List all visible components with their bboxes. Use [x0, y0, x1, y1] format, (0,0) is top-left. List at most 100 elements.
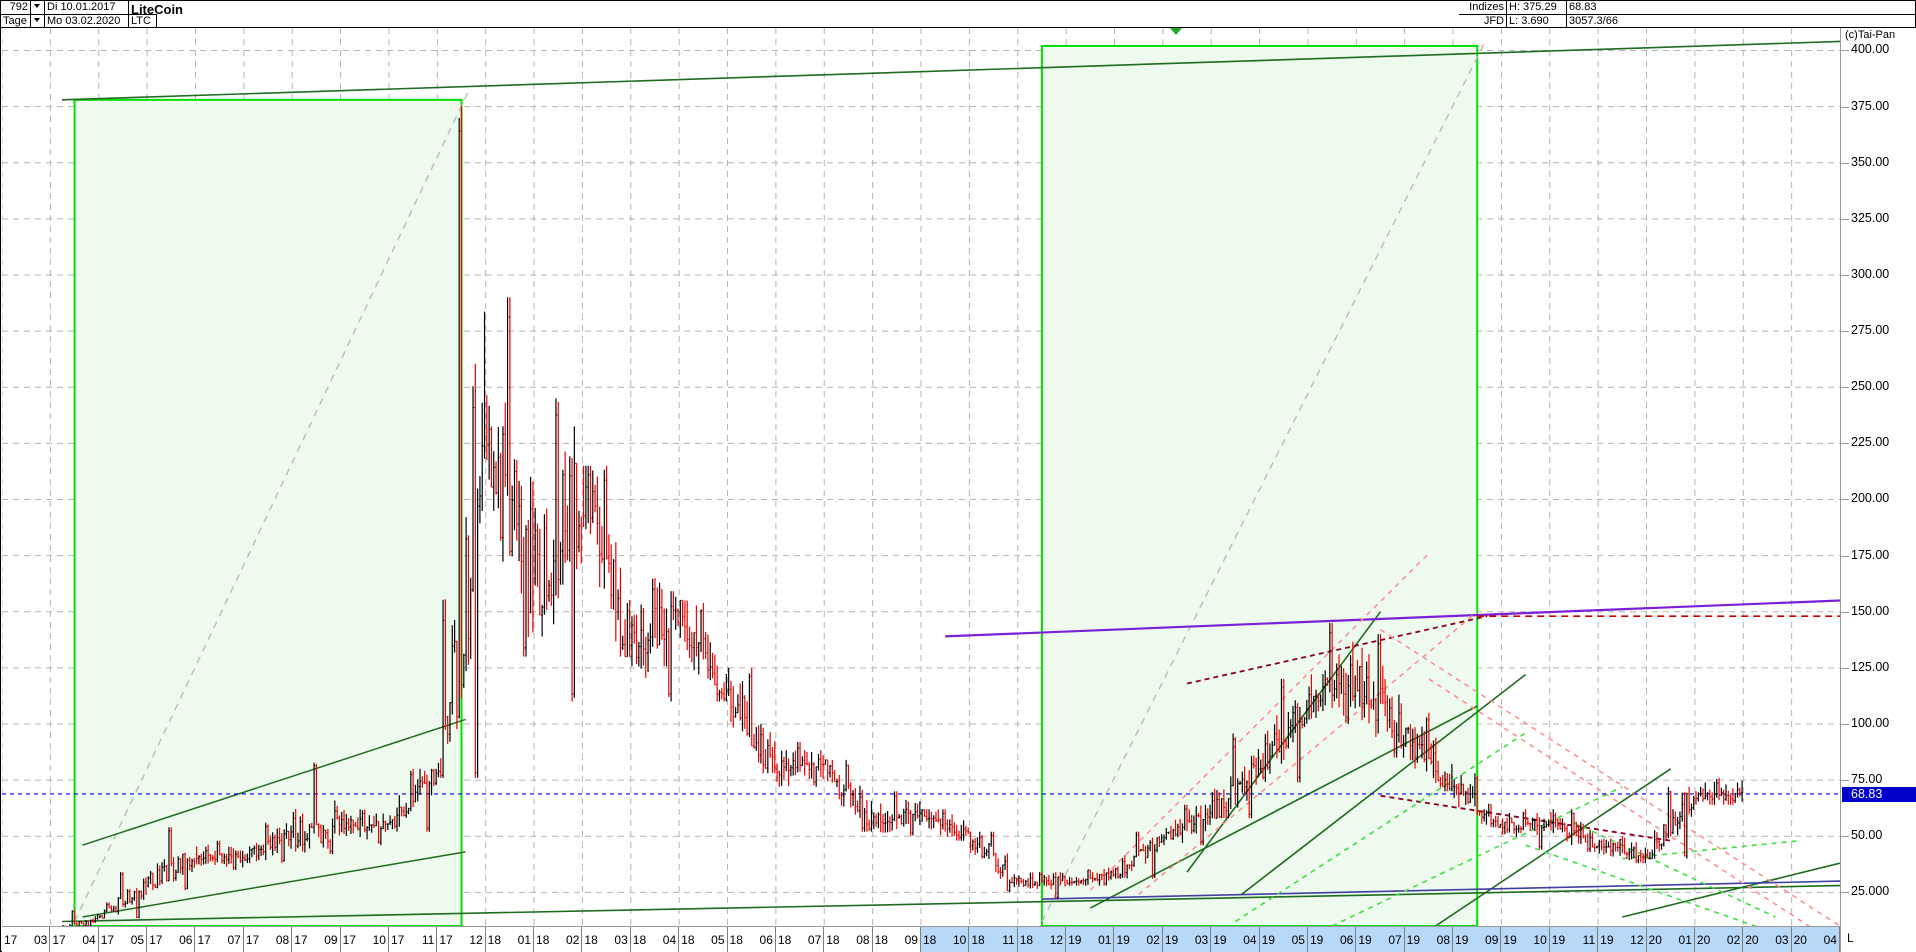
date-axis-segment[interactable]: 02 19 [1114, 927, 1163, 952]
ohlc-bar [849, 782, 852, 808]
ohlc-bar [543, 514, 546, 615]
date-axis-segment[interactable]: 01 18 [486, 927, 535, 952]
ohlc-bar [131, 897, 134, 905]
date-axis-segment[interactable]: 12 17 [437, 927, 486, 952]
date-axis-segment[interactable]: 08 18 [824, 927, 873, 952]
date-axis-segment[interactable]: 04 17 [50, 927, 99, 952]
ohlc-bar [1409, 724, 1412, 761]
ohlc-bar [644, 636, 647, 678]
ohlc-bar [308, 823, 311, 849]
date-axis-segment[interactable]: 03 17 [2, 927, 51, 952]
date-axis-segment[interactable]: 03 18 [582, 927, 631, 952]
ohlc-bar [1644, 847, 1647, 864]
date-axis-segment[interactable]: 09 17 [292, 927, 341, 952]
ohlc-bar [1678, 811, 1681, 830]
ohlc-bar [1195, 805, 1198, 834]
date-axis-segment[interactable]: 05 17 [99, 927, 148, 952]
ohlc-bar [1655, 832, 1658, 849]
date-axis-segment[interactable]: 03 19 [1162, 927, 1212, 952]
date-axis-segment[interactable]: 12 19 [1598, 927, 1647, 952]
date-axis-segment[interactable]: 09 18 [873, 927, 921, 952]
interval-dropdown[interactable] [31, 15, 45, 28]
date-axis-month: 07 [807, 933, 822, 947]
date-axis-segment[interactable]: 01 19 [1066, 927, 1115, 952]
ohlc-bar [773, 741, 776, 774]
date-axis-segment[interactable]: 05 18 [679, 927, 728, 952]
date-axis-segment[interactable]: 10 18 [921, 927, 970, 952]
ohlc-bar [225, 853, 228, 867]
ohlc-bar [713, 654, 716, 686]
ohlc-bar [640, 604, 643, 669]
interval-field[interactable]: Tage [1, 15, 31, 28]
ohlc-bar [508, 297, 511, 556]
ohlc-bar [1731, 788, 1734, 805]
ohlc-bar [432, 768, 435, 787]
date-axis-segment[interactable]: 04 18 [631, 927, 680, 952]
ohlc-bar [658, 582, 661, 646]
ohlc-bar [1255, 757, 1258, 785]
date-axis-segment[interactable]: 06 19 [1307, 927, 1357, 952]
date-axis-segment[interactable]: 01 20 [1646, 927, 1695, 952]
ohlc-bar [181, 853, 184, 875]
date-axis-segment[interactable]: 05 19 [1259, 927, 1308, 952]
date-axis-segment[interactable]: 08 19 [1404, 927, 1454, 952]
date-axis-segment[interactable]: 09 19 [1453, 927, 1502, 952]
ohlc-bar [571, 457, 574, 702]
date-to-value: Mo 03.02.2020 [47, 15, 121, 27]
date-axis-segment[interactable]: 07 17 [195, 927, 244, 952]
ohlc-bar [1570, 809, 1573, 846]
ohlc-bar [1374, 697, 1377, 737]
date-axis-segment[interactable]: 11 18 [969, 927, 1018, 952]
date-axis-year: 19 [1261, 933, 1275, 947]
date-axis-segment[interactable]: 02 18 [534, 927, 583, 952]
ohlc-bar [485, 395, 488, 461]
ohlc-bar [621, 635, 624, 650]
ohlc-bar [1209, 804, 1212, 826]
axis-corner-label[interactable]: L [1840, 926, 1916, 952]
ohlc-bar [267, 824, 269, 845]
ohlc-bar [911, 813, 914, 836]
date-axis-segment[interactable]: 11 19 [1549, 927, 1599, 952]
chart-plot-area[interactable] [2, 28, 1840, 926]
date-axis-segment[interactable]: 07 19 [1356, 927, 1405, 952]
ohlc-bar [1298, 706, 1301, 783]
date-axis-month: 03 [1194, 933, 1209, 947]
ohlc-bar [561, 469, 564, 585]
bars-count-field[interactable]: 792 [1, 1, 31, 15]
ohlc-bar [921, 809, 924, 822]
ohlc-bar [776, 763, 779, 782]
date-axis-segment[interactable]: 11 17 [389, 927, 438, 952]
date-axis-segment[interactable]: 04 20 [1791, 927, 1840, 952]
ohlc-bar [829, 764, 831, 778]
date-axis-segment[interactable]: 02 20 [1694, 927, 1744, 952]
date-axis-segment[interactable]: 10 17 [341, 927, 389, 952]
bars-count-dropdown[interactable] [31, 1, 45, 15]
date-axis-segment[interactable]: 10 19 [1501, 927, 1550, 952]
date-axis-month: 03 [1775, 933, 1789, 947]
date-from-field[interactable]: Di 10.01.2017 [45, 1, 129, 15]
ohlc-bar [764, 749, 767, 769]
ohlc-bar [1432, 740, 1435, 779]
date-axis-segment[interactable]: 12 18 [1017, 927, 1067, 952]
ohlc-bar [1568, 832, 1571, 839]
ohlc-bar [1692, 795, 1695, 810]
ohlc-bar [73, 910, 76, 925]
ohlc-bar [711, 652, 714, 679]
date-axis-segment[interactable]: 08 17 [244, 927, 293, 952]
ohlc-bar [1017, 875, 1020, 887]
ohlc-bar [863, 807, 866, 832]
date-axis[interactable]: 03 17 04 17 05 17 06 17 07 17 08 17 09 17 10 17 11 17 12 17… [2, 926, 1840, 952]
date-axis-segment[interactable]: 06 17 [147, 927, 196, 952]
date-axis-year: 18 [826, 933, 840, 947]
date-axis-segment[interactable]: 03 20 [1743, 927, 1792, 952]
date-axis-segment[interactable]: 04 19 [1211, 927, 1260, 952]
date-axis-segment[interactable]: 06 18 [728, 927, 776, 952]
date-axis-segment[interactable]: 07 18 [776, 927, 825, 952]
ohlc-bar [1243, 766, 1246, 796]
ohlc-bar [1020, 877, 1023, 884]
date-to-field[interactable]: Mo 03.02.2020 [45, 15, 129, 28]
price-axis[interactable]: 400.00 375.00 350.00 325.00 300.00 275.00 250.… [1840, 28, 1916, 926]
symbol-field[interactable]: LTC [129, 15, 157, 28]
chart-header: 792 Di 10.01.2017 Tage Mo 03.02.2020 LTC… [1, 1, 1916, 28]
date-axis-month: 07 [227, 933, 241, 947]
